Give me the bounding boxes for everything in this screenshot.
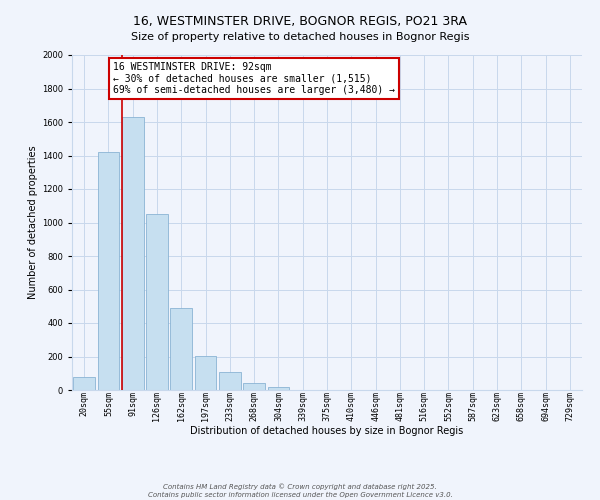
Bar (146, 214, 168, 390)
Text: 16, WESTMINSTER DRIVE, BOGNOR REGIS, PO21 3RA: 16, WESTMINSTER DRIVE, BOGNOR REGIS, PO2… (133, 15, 467, 28)
Bar (268, 388, 289, 390)
Bar (194, 356, 217, 390)
Bar (73, 376, 95, 390)
Bar (122, 117, 143, 390)
Text: Size of property relative to detached houses in Bognor Regis: Size of property relative to detached ho… (131, 32, 469, 42)
Bar (170, 308, 192, 390)
Y-axis label: Number of detached properties: Number of detached properties (28, 146, 38, 300)
Text: Contains HM Land Registry data © Crown copyright and database right 2025.
Contai: Contains HM Land Registry data © Crown c… (148, 484, 452, 498)
Bar (219, 372, 241, 390)
Text: 16 WESTMINSTER DRIVE: 92sqm
← 30% of detached houses are smaller (1,515)
69% of : 16 WESTMINSTER DRIVE: 92sqm ← 30% of det… (113, 62, 395, 95)
Bar (97, 152, 119, 390)
Bar (243, 384, 265, 390)
X-axis label: Distribution of detached houses by size in Bognor Regis: Distribution of detached houses by size … (190, 426, 464, 436)
